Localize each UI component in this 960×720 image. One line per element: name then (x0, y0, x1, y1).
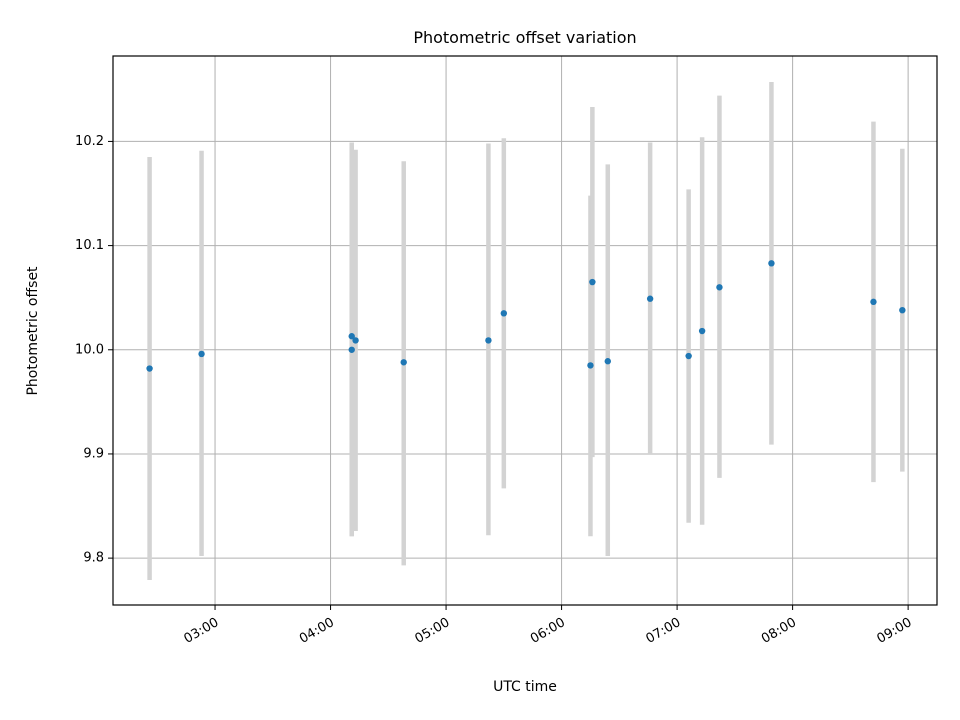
y-tick-label: 9.8 (83, 551, 104, 566)
data-point (870, 298, 877, 306)
data-point (348, 333, 355, 340)
data-points (146, 260, 906, 372)
data-point (646, 295, 654, 302)
data-point (768, 260, 775, 267)
data-point (716, 284, 723, 291)
data-point (146, 365, 153, 372)
data-point (500, 310, 508, 317)
x-axis-label: UTC time (493, 679, 557, 695)
y-tick-label: 10.2 (75, 134, 104, 149)
data-point (587, 362, 594, 369)
data-point (348, 346, 355, 353)
data-point (604, 358, 611, 365)
plot-frame (112, 55, 938, 606)
data-point (698, 327, 706, 335)
data-point (352, 337, 359, 344)
data-point (899, 306, 906, 314)
y-tick-label: 10.0 (75, 342, 104, 357)
y-axis-ticks: 9.8 9.9 10.0 10.1 10.2 (75, 134, 113, 566)
y-tick-label: 10.1 (75, 238, 104, 253)
chart-title: Photometric offset variation (413, 28, 636, 47)
data-point (400, 359, 407, 366)
data-point (198, 350, 205, 358)
data-point (485, 337, 492, 344)
y-tick-label: 9.9 (83, 446, 104, 461)
data-point (685, 352, 692, 360)
data-point (589, 278, 596, 286)
y-axis-label: Photometric offset (25, 266, 41, 396)
grid (113, 56, 937, 605)
